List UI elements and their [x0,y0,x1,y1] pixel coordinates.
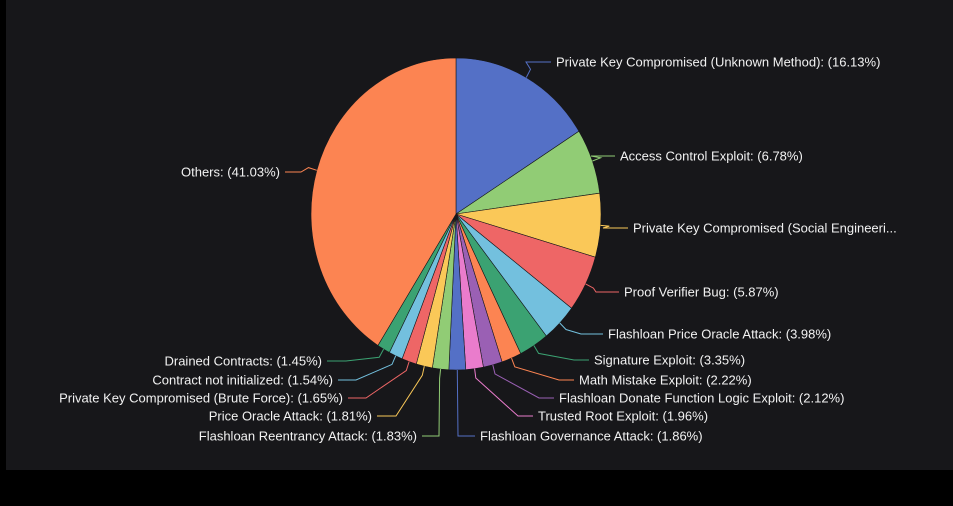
leader-line-signature-exploit [533,345,589,361]
slice-label-drained-contracts: Drained Contracts: (1.45%) [164,354,322,369]
leader-line-flashloan-governance-attack [456,369,475,437]
pie-chart: Private Key Compromised (Unknown Method)… [59,55,897,444]
leader-line-flashloan-donate-function-logic-exploit [492,364,554,399]
slice-label-flashloan-donate-function-logic-exploit: Flashloan Donate Function Logic Exploit:… [559,391,844,406]
leader-line-private-key-compromised [348,361,410,399]
pie-slices [310,57,602,371]
pie-slice-private-key-compromised[interactable] [455,57,580,215]
slice-label-math-mistake-exploit: Math Mistake Exploit: (2.22%) [579,373,752,388]
leader-line-access-control-exploit [590,155,615,162]
leader-line-price-oracle-attack [377,366,425,417]
slice-label-signature-exploit: Signature Exploit: (3.35%) [594,353,745,368]
slice-labels: Private Key Compromised (Unknown Method)… [59,55,897,444]
pie-slice-others[interactable] [310,57,457,346]
slice-label-flashloan-governance-attack: Flashloan Governance Attack: (1.86%) [480,429,703,444]
slice-label-proof-verifier-bug: Proof Verifier Bug: (5.87%) [624,285,779,300]
slice-label-others: Others: (41.03%) [181,165,280,180]
slice-label-price-oracle-attack: Price Oracle Attack: (1.81%) [209,409,372,424]
leader-line-others [285,167,317,173]
slice-label-private-key-compromised: Private Key Compromised (Social Engineer… [633,221,897,236]
leader-line-private-key-compromised [600,224,628,229]
leader-line-flashloan-reentrancy-attack [422,369,442,437]
leader-lines [285,61,628,437]
leader-line-private-key-compromised [525,61,551,78]
chart-panel: Private Key Compromised (Unknown Method)… [6,0,953,470]
leader-line-proof-verifier-bug [585,283,619,293]
leader-line-trusted-root-exploit [474,368,533,417]
leader-line-drained-contracts [327,348,385,362]
slice-label-access-control-exploit: Access Control Exploit: (6.78%) [620,149,803,164]
slice-label-contract-not-initialized: Contract not initialized: (1.54%) [152,373,333,388]
slice-label-trusted-root-exploit: Trusted Root Exploit: (1.96%) [538,409,708,424]
slice-label-flashloan-price-oracle-attack: Flashloan Price Oracle Attack: (3.98%) [608,327,831,342]
slice-label-flashloan-reentrancy-attack: Flashloan Reentrancy Attack: (1.83%) [199,429,417,444]
slice-label-private-key-compromised: Private Key Compromised (Brute Force): (… [59,391,343,406]
slice-label-private-key-compromised: Private Key Compromised (Unknown Method)… [556,55,880,70]
leader-line-contract-not-initialized [338,355,397,381]
leader-line-math-mistake-exploit [511,357,574,381]
leader-line-flashloan-price-oracle-attack [559,322,603,335]
